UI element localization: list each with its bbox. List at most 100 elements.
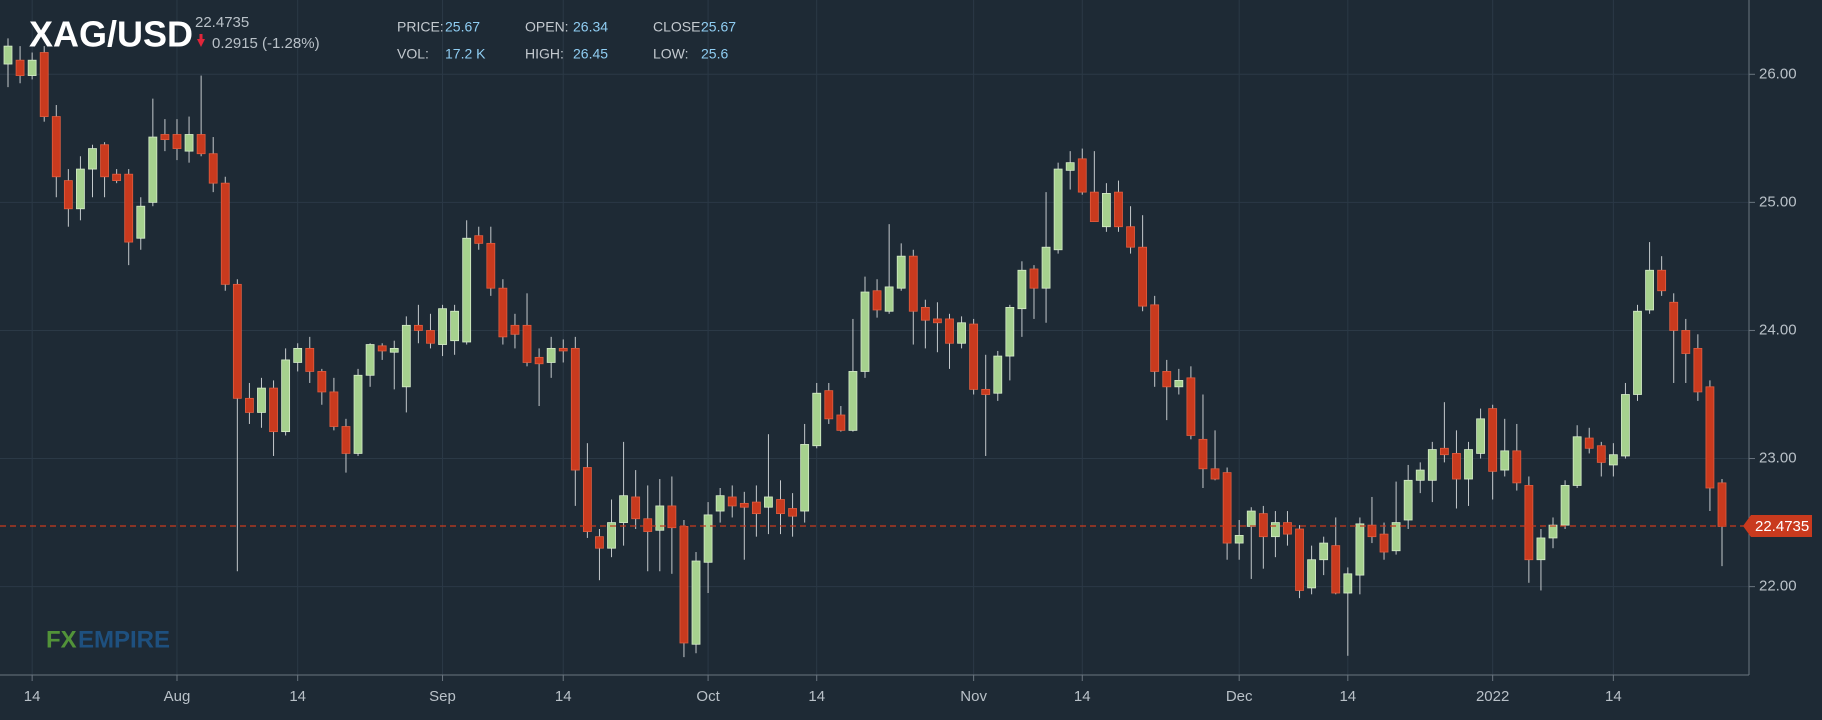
candle-body xyxy=(908,255,918,312)
candle-body xyxy=(1210,468,1220,480)
y-tick-label: 24.00 xyxy=(1759,321,1797,338)
candle-body xyxy=(558,347,568,352)
candle-body xyxy=(800,444,810,512)
candle-body xyxy=(88,148,97,170)
candle-body xyxy=(148,136,158,203)
candle-body xyxy=(1415,469,1425,481)
candle-body xyxy=(993,355,1003,394)
candle-body xyxy=(1331,545,1341,594)
candle-body xyxy=(498,287,508,338)
candle-body xyxy=(1717,482,1727,527)
stat-value: 25.6 xyxy=(701,46,728,62)
x-tick-label: Oct xyxy=(696,688,720,705)
candle-body xyxy=(896,255,906,289)
candle-body xyxy=(1270,522,1280,538)
stat-label: OPEN: xyxy=(525,19,569,35)
candle-body xyxy=(582,467,592,532)
stat-label: PRICE: xyxy=(397,19,444,35)
candle-body xyxy=(474,235,484,244)
candle-body xyxy=(655,505,665,531)
candle-body xyxy=(872,290,882,311)
candle-body xyxy=(269,387,278,433)
candle-body xyxy=(969,323,979,390)
candle-body xyxy=(981,388,991,395)
candle-body xyxy=(1222,472,1232,544)
candle-body xyxy=(595,536,604,549)
candle-body xyxy=(76,168,85,210)
candle-body xyxy=(631,496,641,520)
candle-body xyxy=(1102,193,1111,228)
candles xyxy=(0,38,1749,658)
candle-body xyxy=(1343,573,1353,594)
candle-body xyxy=(450,310,460,342)
candle-body xyxy=(1391,522,1401,552)
candle-body xyxy=(232,283,242,399)
candle-body xyxy=(329,391,339,427)
candle-body xyxy=(1017,269,1027,310)
axis-labels: 22.00 23.00 24.00 25.00 26.00 14 Aug 14 Sep 14 Oct… xyxy=(24,65,1812,705)
x-tick-label: 14 xyxy=(1605,688,1622,705)
x-tick-label: Dec xyxy=(1226,688,1253,705)
candle-body xyxy=(534,356,544,365)
down-arrow xyxy=(197,34,205,47)
candle-body xyxy=(1452,453,1461,480)
candle-body xyxy=(413,324,423,331)
x-tick-label: Nov xyxy=(960,688,987,705)
candle-body xyxy=(836,414,846,431)
candle-body xyxy=(208,153,218,184)
candle-body xyxy=(1512,450,1522,484)
candle-body xyxy=(1246,510,1256,527)
candle-body xyxy=(462,237,472,343)
candle-body xyxy=(776,499,785,515)
candle-body xyxy=(764,496,773,508)
candle-body xyxy=(1283,522,1292,535)
candle-body xyxy=(172,134,182,149)
candle-body xyxy=(353,374,363,454)
logo-empire: EMPIRE xyxy=(78,626,170,653)
candle-body xyxy=(1053,168,1063,251)
candle-body xyxy=(160,134,170,141)
y-tick-label: 25.00 xyxy=(1759,193,1797,210)
stat-value: 25.67 xyxy=(701,19,736,35)
candle-body xyxy=(1403,479,1413,521)
header-price: 22.4735 xyxy=(195,14,249,31)
candle-body xyxy=(1633,310,1642,395)
candle-body xyxy=(389,347,399,353)
y-tick-label: 26.00 xyxy=(1759,65,1797,82)
candle-body xyxy=(184,134,194,152)
candle-body xyxy=(257,387,266,413)
candle-body xyxy=(1464,449,1473,480)
candle-body xyxy=(1198,438,1208,470)
stat-label: LOW: xyxy=(653,46,689,62)
candle-body xyxy=(365,344,375,376)
candle-body xyxy=(1041,246,1051,289)
candle-body xyxy=(812,392,822,447)
candle-body xyxy=(570,347,580,471)
x-tick-label: Sep xyxy=(429,688,456,705)
stat-value: 26.45 xyxy=(573,46,608,62)
candle-body xyxy=(667,505,677,529)
candle-body xyxy=(546,347,556,363)
candle-body xyxy=(884,286,894,312)
candle-body xyxy=(293,347,303,363)
candle-body xyxy=(751,501,761,515)
candle-body xyxy=(727,496,737,507)
candle-body xyxy=(619,495,628,523)
candle-body xyxy=(1645,269,1654,311)
candle-body xyxy=(1657,269,1667,292)
candle-body xyxy=(824,390,834,420)
candle-body xyxy=(317,371,327,393)
candle-body xyxy=(1307,559,1317,589)
candle-body xyxy=(1524,485,1534,561)
candle-body xyxy=(3,45,13,65)
candle-body xyxy=(1150,304,1160,372)
candle-body xyxy=(945,318,954,344)
stat-value: 25.67 xyxy=(445,19,480,35)
candle-body xyxy=(1379,533,1389,553)
candle-body xyxy=(1705,386,1715,489)
candle-body xyxy=(341,426,351,454)
candle-body xyxy=(1029,268,1039,289)
candle-body xyxy=(112,173,122,181)
candle-body xyxy=(220,182,230,285)
